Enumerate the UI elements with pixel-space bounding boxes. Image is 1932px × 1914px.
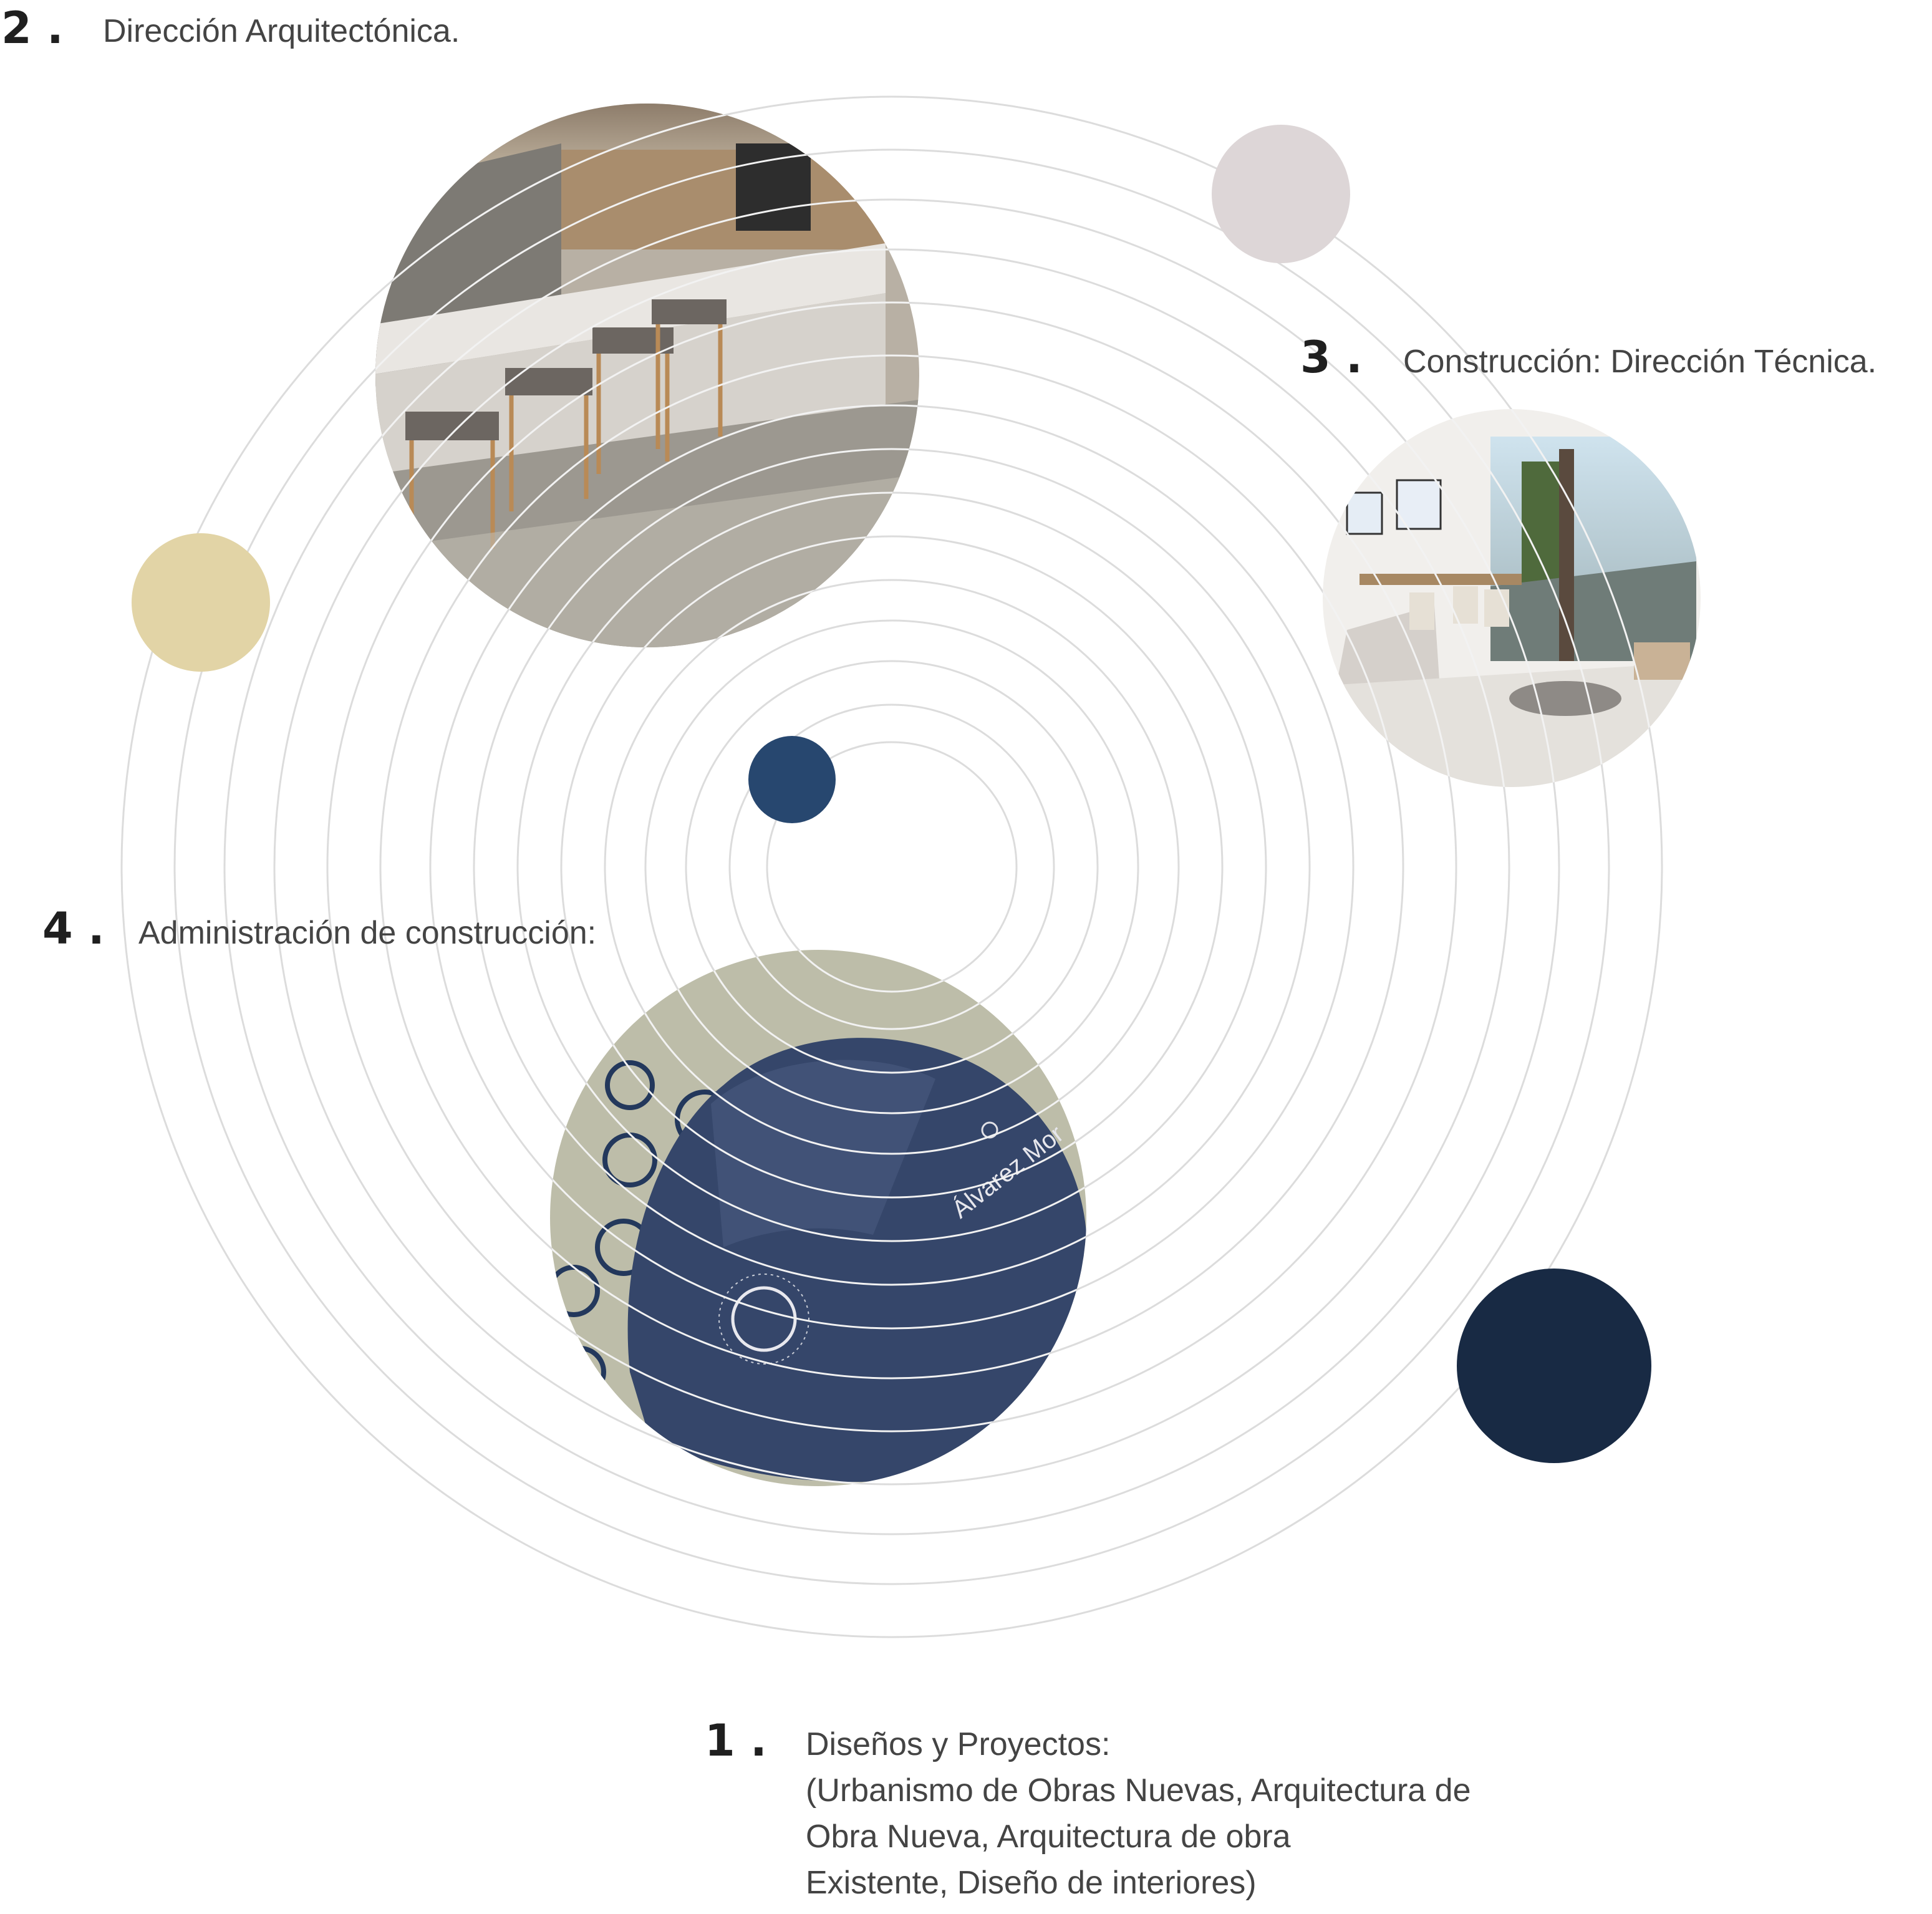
dining-room-photo [1323, 409, 1701, 787]
item-1-detail-line: Existente, Diseño de interiores) [806, 1865, 1257, 1901]
item-1-number: 1 . [705, 1715, 767, 1766]
item-1-detail-line: (Urbanismo de Obras Nuevas, Arquitectura… [806, 1772, 1471, 1809]
orbit-ring-overlay [473, 448, 919, 647]
blue-dot [748, 736, 836, 823]
item-4-number: 4 . [42, 903, 105, 954]
item-1-text: Diseños y Proyectos: (Urbanismo de Obras… [806, 1721, 1471, 1906]
navy-dot [1457, 1269, 1651, 1463]
orbit-ring-overlay [379, 354, 919, 647]
orbit-ring-overlay [560, 950, 1086, 1199]
orbit-ring-overlay [550, 950, 1086, 1380]
orbit-ring [223, 198, 1560, 1535]
orbit-ring-overlay [550, 950, 1086, 1330]
helmet-photo: Álvarez Mor [550, 950, 1086, 1486]
orbit-ring [173, 148, 1610, 1585]
orbit-ring-overlay [550, 950, 1086, 1242]
orbit-ring [120, 95, 1663, 1638]
item-2-number: 2 . [1, 2, 64, 54]
orbit-ring-overlay [644, 950, 1086, 1114]
orbit-ring-overlay [685, 950, 1086, 1074]
orbit-ring-overlay [604, 950, 1086, 1155]
orbit-ring-overlay [728, 950, 1055, 1030]
item-3-number: 3 . [1300, 332, 1363, 383]
orbit-ring-overlay [550, 950, 1086, 1433]
mauve-dot [1212, 125, 1350, 263]
orbit-ring [273, 248, 1510, 1486]
bar-terrace-photo [375, 104, 919, 647]
item-1-detail-line: Obra Nueva, Arquitectura de obra [806, 1819, 1291, 1855]
orbit-ring-overlay [516, 491, 919, 647]
beige-dot [132, 533, 270, 672]
item-4-title: Administración de construcción: [138, 915, 597, 951]
item-3-title: Construcción: Dirección Técnica. [1403, 344, 1877, 380]
item-2-title: Dirección Arquitectónica. [103, 13, 460, 49]
orbit-ring-overlay [429, 404, 919, 647]
orbit-ring-overlay [766, 950, 1018, 993]
orbit-ring-overlay [375, 301, 919, 647]
item-1-title: Diseños y Proyectos: [806, 1726, 1111, 1762]
orbit-ring-overlay [550, 950, 1086, 1286]
